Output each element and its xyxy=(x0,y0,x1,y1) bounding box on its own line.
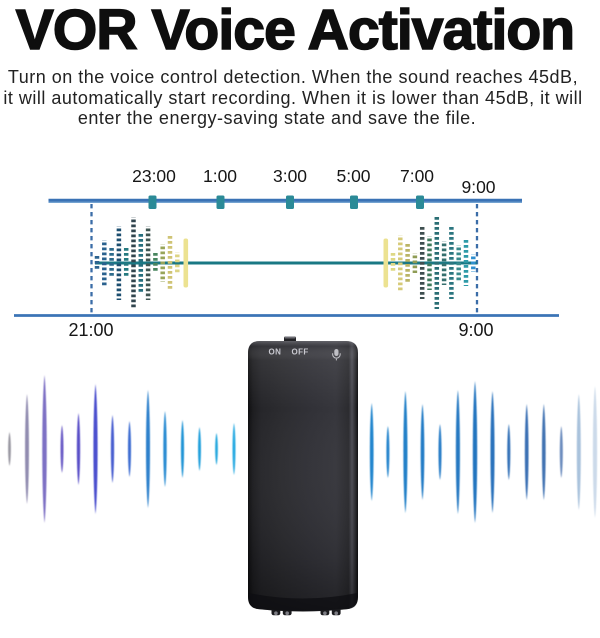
svg-text:ON: ON xyxy=(269,348,282,357)
svg-text:OFF: OFF xyxy=(292,348,309,357)
